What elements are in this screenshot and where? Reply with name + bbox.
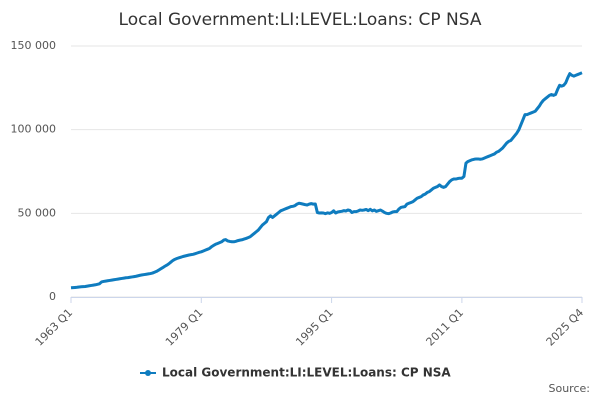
x-tick-label: 2011 Q1 [424,306,467,349]
data-line [70,71,583,290]
legend-marker [145,370,151,376]
y-tick-label: 150 000 [11,39,57,52]
x-tick-label: 1995 Q1 [293,306,336,349]
chart-title: Local Government:LI:LEVEL:Loans: CP NSA [119,10,482,30]
y-tick-label: 100 000 [11,123,57,136]
y-tick-label: 50 000 [18,206,57,219]
source: Source: [549,382,591,395]
x-tick-label: 2025 Q4 [544,306,587,349]
legend-label: Local Government:LI:LEVEL:Loans: CP NSA [162,366,451,380]
x-tick-label: 1963 Q1 [33,306,76,349]
y-tick-label: 0 [49,290,56,303]
x-tick-label: 1979 Q1 [163,306,206,349]
